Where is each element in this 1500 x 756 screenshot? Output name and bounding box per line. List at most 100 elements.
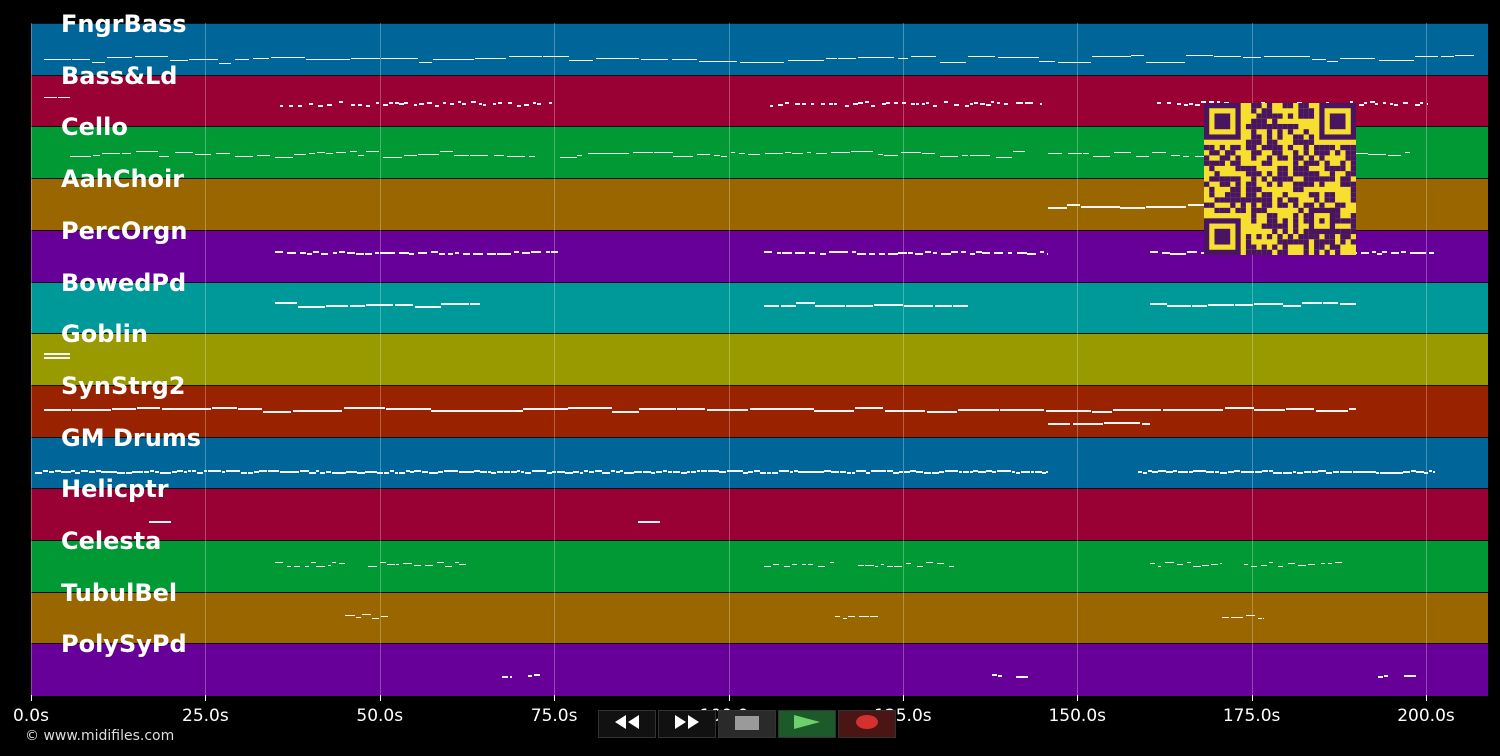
midi-note — [981, 251, 990, 254]
midi-note — [916, 566, 924, 567]
midi-note — [915, 252, 923, 255]
stop-icon — [735, 715, 759, 734]
midi-note — [92, 155, 100, 157]
midi-note — [332, 251, 337, 254]
record-button[interactable] — [838, 710, 896, 738]
midi-note — [461, 102, 467, 105]
midi-note — [1303, 470, 1312, 473]
midi-note — [698, 61, 717, 62]
midi-note — [44, 353, 70, 356]
midi-note — [1170, 252, 1179, 255]
midi-note — [1283, 304, 1301, 307]
midi-note — [881, 102, 886, 105]
midi-note — [992, 674, 998, 677]
midi-note — [491, 471, 497, 474]
midi-note — [785, 101, 790, 104]
midi-note — [760, 471, 766, 474]
midi-note — [421, 470, 429, 473]
midi-note — [986, 103, 991, 106]
midi-note — [1150, 563, 1155, 564]
midi-note — [852, 102, 858, 105]
midi-note — [779, 407, 815, 410]
midi-note — [838, 250, 848, 253]
midi-note — [765, 153, 783, 155]
midi-note — [717, 61, 737, 62]
play-icon — [792, 714, 822, 734]
midi-note — [1170, 155, 1181, 157]
tick-mark — [1426, 695, 1427, 701]
midi-note — [835, 615, 841, 617]
rewind-button[interactable] — [598, 710, 656, 738]
midi-note — [1349, 407, 1356, 410]
midi-note — [134, 56, 168, 57]
fast-forward-button[interactable] — [658, 710, 716, 738]
midi-note — [364, 252, 373, 255]
midi-note — [1263, 56, 1279, 57]
midi-note — [338, 563, 345, 564]
midi-note — [382, 157, 402, 159]
midi-note — [819, 252, 827, 255]
midi-note — [376, 101, 380, 104]
midi-note — [262, 410, 291, 413]
midi-note — [1386, 471, 1395, 474]
midi-note — [668, 470, 673, 473]
midi-note — [470, 155, 489, 157]
midi-note — [89, 470, 96, 473]
midi-note — [568, 60, 594, 61]
midi-note — [944, 469, 952, 472]
midi-note — [700, 469, 708, 472]
midi-note — [926, 410, 958, 413]
midi-note — [404, 101, 409, 104]
track-name: TubulBel — [61, 578, 178, 607]
midi-note — [289, 470, 293, 473]
midi-note — [531, 469, 538, 472]
record-icon — [854, 714, 880, 734]
midi-note — [910, 469, 916, 472]
stop-button[interactable] — [718, 710, 776, 738]
midi-note — [44, 357, 70, 360]
midi-note — [1187, 562, 1191, 563]
midi-note — [579, 471, 584, 474]
midi-note — [764, 566, 772, 567]
midi-note — [846, 471, 852, 474]
midi-note — [297, 104, 302, 107]
midi-note — [1120, 207, 1146, 210]
midi-note — [226, 469, 234, 472]
tick-mark — [902, 695, 904, 701]
midi-note — [48, 470, 55, 473]
midi-note — [874, 566, 878, 567]
midi-note — [1315, 409, 1349, 412]
midi-note — [805, 470, 810, 473]
tick-mark — [1251, 695, 1253, 701]
midi-note — [1278, 56, 1311, 57]
midi-note — [825, 58, 837, 59]
midi-note — [479, 470, 487, 473]
midi-note — [267, 469, 274, 472]
midi-note — [357, 471, 365, 474]
midi-note — [1240, 470, 1248, 473]
midi-note — [900, 152, 922, 154]
midi-note — [844, 104, 850, 107]
midi-note — [463, 252, 471, 255]
midi-note — [1143, 471, 1148, 474]
midi-note — [414, 305, 442, 308]
midi-note — [469, 302, 480, 305]
midi-note — [869, 252, 876, 255]
midi-note — [149, 469, 155, 472]
midi-note — [1426, 102, 1428, 105]
midi-note — [783, 566, 791, 567]
midi-note — [748, 470, 754, 473]
midi-note — [386, 407, 431, 410]
midi-note — [933, 251, 938, 254]
play-button[interactable] — [778, 710, 836, 738]
midi-note — [252, 58, 270, 59]
midi-note — [1404, 152, 1410, 154]
midi-note — [915, 102, 919, 105]
midi-note — [395, 101, 400, 104]
midi-note — [1283, 471, 1288, 474]
midi-note — [772, 471, 779, 474]
midi-note — [1147, 469, 1152, 472]
midi-note — [1339, 58, 1376, 59]
midi-note — [1029, 101, 1034, 104]
midi-note — [864, 565, 874, 566]
